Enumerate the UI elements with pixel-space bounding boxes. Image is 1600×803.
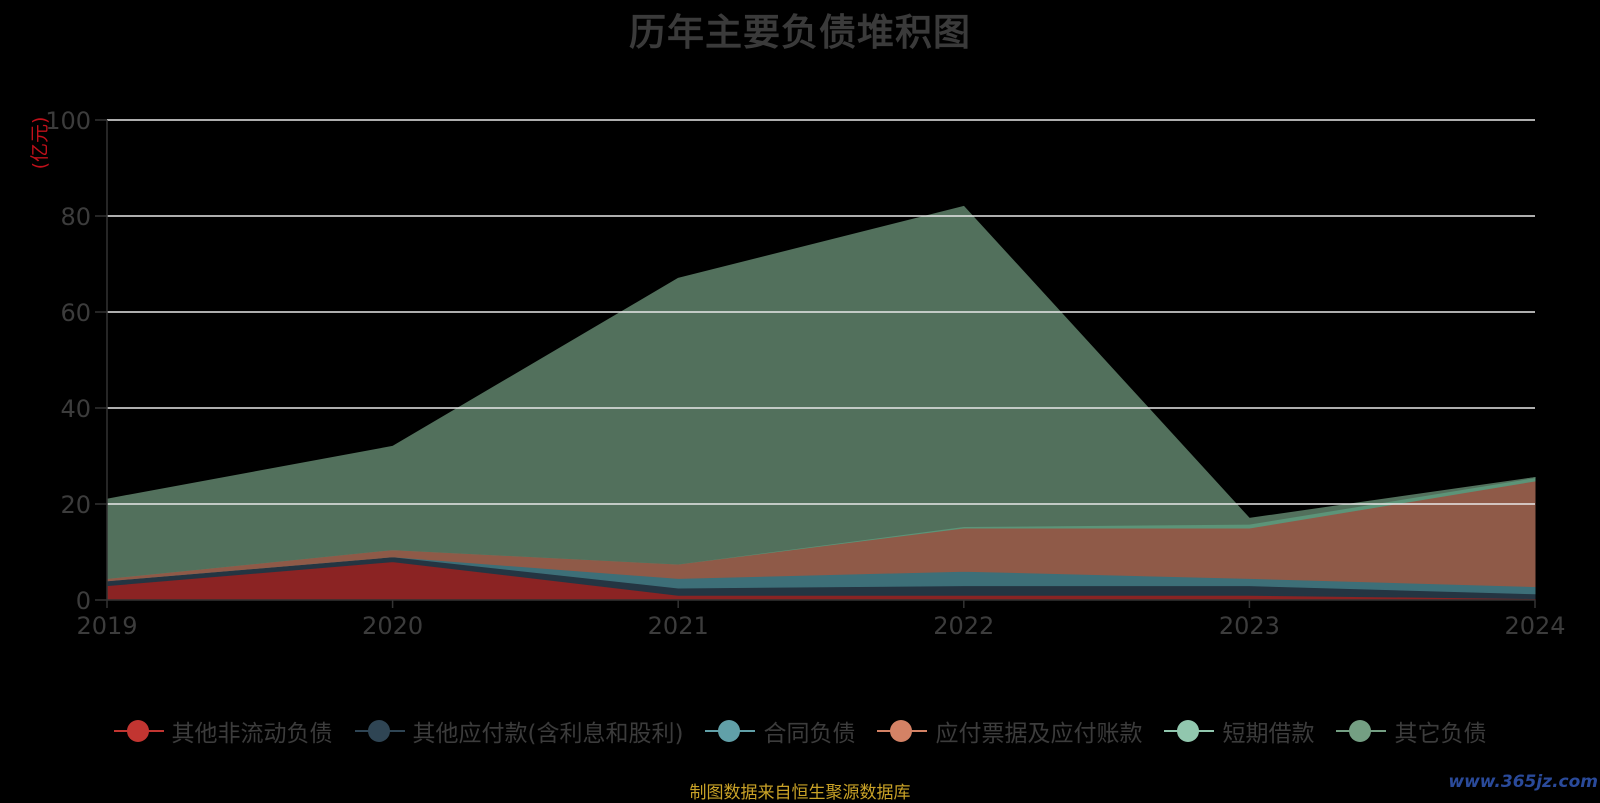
legend-label: 短期借款: [1222, 721, 1315, 747]
area-series-5: [106, 205, 1536, 579]
legend-item[interactable]: 合同负债: [705, 714, 855, 748]
grid-lines: [107, 119, 1535, 505]
legend-marker-icon: [1164, 718, 1215, 744]
legend-item[interactable]: 其他应付款(含利息和股利): [354, 714, 684, 748]
legend-marker-icon: [1336, 718, 1387, 744]
legend: 其他非流动负债 其他应付款(含利息和股利) 合同负债 应付票据及应付账款 短期借款 其它负…: [0, 713, 1600, 749]
y-unit-label: (亿元): [29, 117, 51, 170]
legend-marker-icon: [354, 718, 405, 744]
x-tick-label: 2024: [1504, 612, 1565, 640]
legend-marker-icon: [705, 718, 756, 744]
y-tick-label: 100: [45, 107, 91, 135]
legend-label: 其他非流动负债: [171, 721, 333, 747]
legend-item[interactable]: 短期借款: [1164, 714, 1314, 748]
x-tick-label: 2023: [1219, 612, 1280, 640]
y-tick-label: 20: [60, 491, 91, 519]
legend-item[interactable]: 应付票据及应付账款: [877, 714, 1142, 748]
x-tick-label: 2020: [362, 612, 423, 640]
legend-item[interactable]: 其它负债: [1336, 714, 1486, 748]
source-note: 制图数据来自恒生聚源数据库: [689, 783, 911, 803]
legend-label: 其它负债: [1394, 721, 1487, 747]
y-tick-label: 40: [60, 395, 91, 423]
legend-label: 其他应付款(含利息和股利): [412, 721, 684, 747]
axes: 0 20 40 60 80 100 2019 2020 2021 2022 2023 2024: [45, 107, 1565, 640]
x-tick-label: 2022: [933, 612, 994, 640]
watermark: www.365jz.com: [1448, 772, 1598, 792]
y-tick-label: 80: [60, 203, 91, 231]
legend-label: 应付票据及应付账款: [935, 721, 1143, 747]
legend-item[interactable]: 其他非流动负债: [113, 714, 333, 748]
y-tick-label: 0: [76, 587, 91, 615]
legend-marker-icon: [113, 718, 164, 744]
y-tick-label: 60: [60, 299, 91, 327]
chart-title: 历年主要负债堆积图: [629, 11, 971, 54]
x-tick-label: 2019: [76, 612, 137, 640]
legend-marker-icon: [877, 718, 928, 744]
area-layers: [106, 205, 1536, 601]
legend-label: 合同负债: [763, 721, 856, 747]
x-tick-label: 2021: [648, 612, 709, 640]
